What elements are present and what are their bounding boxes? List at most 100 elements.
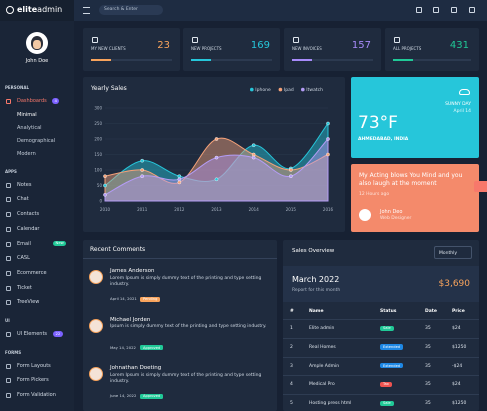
menu-icon xyxy=(6,212,11,218)
menu-icon xyxy=(6,393,11,399)
menu-item[interactable]: Form Layouts xyxy=(17,362,51,369)
table-header: Date xyxy=(425,309,437,314)
table-header: # xyxy=(290,309,294,314)
menu-item[interactable]: UI Elements xyxy=(17,331,48,337)
tweet-avatar xyxy=(359,209,371,221)
table-cell: 35 xyxy=(425,382,431,388)
comment-avatar xyxy=(89,318,103,333)
point xyxy=(326,152,330,157)
legend-label: Itwatch xyxy=(306,87,323,93)
y-tick-label: 250 xyxy=(94,121,102,126)
tweet-role: Web Designer xyxy=(380,216,412,221)
topbar-icon[interactable] xyxy=(451,7,457,13)
sales-total: $3,690 xyxy=(438,279,471,289)
menu-badge: 22 xyxy=(53,331,63,337)
submenu-item[interactable]: Modern xyxy=(17,150,36,157)
submenu-item[interactable]: Demographical xyxy=(17,137,56,144)
table-cell: Ample Admin xyxy=(309,363,340,369)
stat-icon xyxy=(394,37,400,43)
stat-value: 169 xyxy=(250,40,270,51)
point xyxy=(103,193,107,197)
stat-value: 431 xyxy=(449,40,469,51)
stat-bar xyxy=(91,59,112,61)
stat-track xyxy=(393,59,471,61)
comment-avatar xyxy=(89,270,103,284)
menu-item[interactable]: Notes xyxy=(17,181,32,188)
table-cell: Hosting press html xyxy=(309,401,352,407)
topbar-icon[interactable] xyxy=(433,7,439,13)
sidebar-heading: UI xyxy=(5,318,10,323)
menu-icon xyxy=(6,197,11,203)
table-cell: 5 xyxy=(290,401,293,407)
menu-item[interactable]: TreeView xyxy=(17,299,40,306)
menu-toggle[interactable] xyxy=(83,7,90,14)
settings-tab[interactable] xyxy=(474,181,487,192)
table-cell: $24 xyxy=(452,326,461,331)
stat-icon xyxy=(92,37,98,43)
table-cell: 2 xyxy=(290,344,293,350)
menu-item[interactable]: Dashboards xyxy=(17,98,47,104)
menu-icon xyxy=(6,226,11,232)
logo-icon xyxy=(6,6,14,14)
menu-item[interactable]: Ticket xyxy=(17,284,32,291)
table-cell: Real Homes xyxy=(309,344,336,350)
weather-card xyxy=(351,77,479,158)
table-cell: Elite admin xyxy=(309,326,335,331)
point xyxy=(214,177,219,182)
tweet-text: My Acting blows You Mind and you also la… xyxy=(359,172,463,188)
point xyxy=(177,180,182,185)
submenu-item[interactable]: Minimal xyxy=(17,111,37,118)
search-box[interactable]: Search & Enter xyxy=(99,5,163,15)
point xyxy=(251,143,256,147)
point xyxy=(103,174,107,178)
menu-icon xyxy=(6,363,11,369)
stat-label: NEW PROJECTS xyxy=(191,46,222,51)
menu-item[interactable]: Email xyxy=(17,240,31,247)
menu-item[interactable]: Form Validation xyxy=(17,392,56,399)
table-cell: 4 xyxy=(290,382,293,388)
menu-item[interactable]: Contacts xyxy=(17,211,40,218)
topbar-icon[interactable] xyxy=(469,7,475,13)
menu-item[interactable]: Chat xyxy=(17,196,29,203)
table-row-line xyxy=(283,394,479,395)
stat-card xyxy=(183,28,280,71)
table-cell: -$24 xyxy=(452,363,463,369)
menu-icon xyxy=(6,270,11,276)
menu-icon xyxy=(6,332,11,337)
topbar-icon[interactable] xyxy=(416,7,422,13)
period-select[interactable]: Monthly xyxy=(434,246,472,259)
table-cell: $1250 xyxy=(452,344,467,350)
table-row-line xyxy=(283,375,479,376)
comment-avatar xyxy=(89,367,103,381)
sales-title: Sales Overview xyxy=(292,248,335,254)
menu-item[interactable]: Calendar xyxy=(17,225,40,232)
menu-item[interactable]: CASL xyxy=(17,255,30,262)
status-badge: Sale xyxy=(380,400,394,406)
submenu-item[interactable]: Analytical xyxy=(17,124,42,131)
comment-date: April 14, 2021 xyxy=(110,296,137,301)
menu-item[interactable]: Form Pickers xyxy=(17,377,49,384)
stat-value: 23 xyxy=(157,40,170,51)
menu-icon xyxy=(6,182,11,188)
menu-badge: 4 xyxy=(52,98,60,104)
table-cell: 3 xyxy=(290,363,293,369)
legend-dot xyxy=(278,87,283,92)
point xyxy=(140,168,144,172)
stat-bar xyxy=(292,59,313,61)
tweet-time: 12 Hours ago xyxy=(359,192,390,197)
y-tick-label: 0 xyxy=(99,199,102,204)
table-header: Name xyxy=(309,309,324,314)
tweet-card xyxy=(351,164,479,232)
menu-item[interactable]: Ecommerce xyxy=(17,269,47,276)
menu-icon xyxy=(6,241,11,247)
table-row-line xyxy=(283,356,479,358)
logo-light: admin xyxy=(37,5,63,14)
user-name[interactable]: John Doe xyxy=(25,58,49,64)
point xyxy=(214,137,219,141)
stat-card xyxy=(83,28,180,71)
comment-date: May 14, 2022 xyxy=(110,344,136,350)
point xyxy=(103,183,107,188)
weather-location: AHMEDABAD, INDIA xyxy=(358,137,409,142)
stat-track xyxy=(292,59,373,61)
